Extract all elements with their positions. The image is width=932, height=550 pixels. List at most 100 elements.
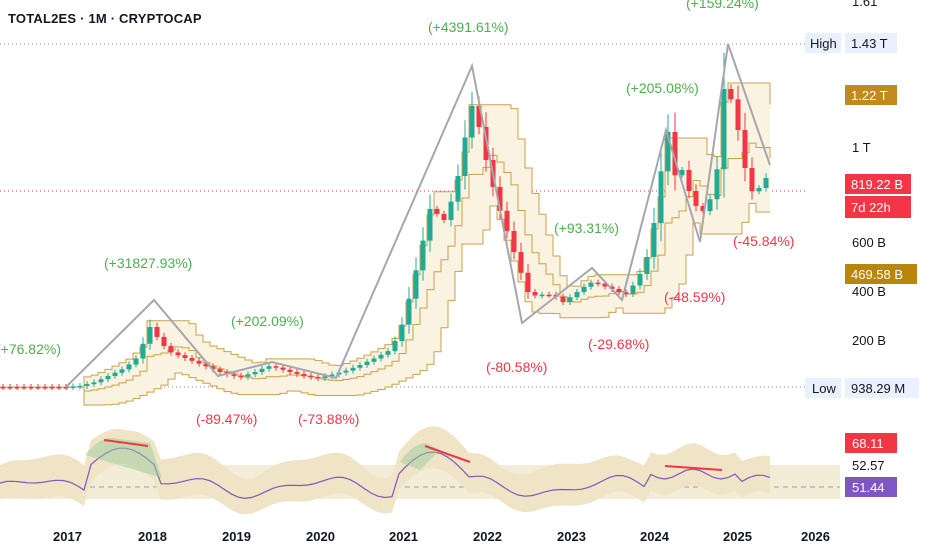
candle-body	[238, 375, 244, 378]
countdown: 7d 22h	[851, 200, 891, 215]
x-tick-label: 2026	[801, 529, 830, 544]
candle-body	[623, 292, 629, 295]
last-price-bg	[845, 174, 911, 194]
candle-body	[357, 365, 363, 368]
candle-body	[728, 89, 734, 100]
candle-body	[385, 351, 391, 355]
low-label-bg	[805, 378, 841, 398]
y-axis: 1.61 1 T 600 B 400 B 200 B	[852, 0, 886, 348]
candle-body	[0, 387, 6, 389]
candle-body	[714, 169, 720, 200]
candle-body	[189, 358, 195, 361]
candle-body	[483, 127, 489, 160]
band-lower	[0, 202, 770, 406]
rsi-overbought-fill-2	[400, 443, 440, 470]
high-value-bg	[845, 33, 897, 53]
high-value: 1.43 T	[851, 36, 888, 51]
band-upper-value: 1.22 T	[851, 88, 888, 103]
band-middle	[0, 142, 771, 392]
swing-annotation: (+31827.93%)	[104, 255, 192, 271]
x-tick-label: 2017	[53, 529, 82, 544]
candle-body	[322, 376, 328, 379]
candle-body	[637, 274, 643, 286]
candle-body	[497, 186, 503, 211]
candle-body	[763, 178, 769, 188]
candle-body	[266, 366, 272, 369]
candle-body	[259, 368, 265, 372]
countdown-bg	[845, 196, 911, 218]
main-pane: (+4391.61%) (+159.24%) (+205.08%) (+31827.9…	[0, 0, 805, 427]
candle-body	[56, 387, 62, 389]
annotations: (+4391.61%) (+159.24%) (+205.08%) (+31827.9…	[0, 0, 794, 427]
candle-body	[735, 99, 741, 130]
price-labels[interactable]: High 1.43 T 1.22 T 819.22 B 7d 22h 469.5…	[805, 33, 919, 497]
candle-body	[392, 341, 398, 352]
candle-body	[7, 387, 13, 389]
candle-body	[616, 289, 622, 293]
candle-body	[742, 130, 748, 168]
candle-body	[455, 176, 461, 202]
candle-body	[315, 376, 321, 379]
zigzag-line	[65, 43, 771, 388]
x-tick-label: 2021	[389, 529, 418, 544]
candle-body	[371, 358, 377, 362]
x-axis: 2017 2018 2019 2020 2021 2022 2023 2024 2025 2026	[53, 529, 830, 544]
candle-body	[609, 286, 615, 289]
swing-annotation: (-80.58%)	[486, 359, 547, 375]
low-value-bg	[845, 378, 919, 398]
candle-body	[175, 352, 181, 356]
candle-body	[651, 223, 657, 257]
candle-body	[413, 270, 419, 299]
x-tick-label: 2024	[640, 529, 670, 544]
y-tick-label: 1.61	[852, 0, 877, 9]
candle-body	[217, 369, 223, 372]
candle-body	[434, 208, 440, 214]
chart-title: TOTAL2ES · 1M · CRYPTOCAP	[8, 11, 202, 26]
candle-body	[532, 292, 538, 296]
swing-annotation: (+159.24%)	[686, 0, 759, 11]
candle-body	[721, 89, 727, 170]
candle-body	[287, 369, 293, 372]
candle-body	[686, 170, 692, 191]
candle-body	[756, 188, 762, 192]
candle-body	[252, 372, 258, 375]
candle-body	[518, 252, 524, 273]
low-label: Low	[812, 381, 836, 396]
y-tick-label: 400 B	[852, 284, 886, 299]
swing-annotation: (-45.84%)	[733, 233, 794, 249]
candle-body	[749, 168, 755, 192]
candle-body	[329, 374, 335, 377]
candle-body	[21, 387, 27, 389]
swing-annotation: (-89.47%)	[196, 411, 257, 427]
candle-body	[595, 282, 601, 285]
candle-body	[644, 257, 650, 274]
candle-body	[196, 360, 202, 364]
high-label: High	[810, 36, 837, 51]
candle-body	[707, 199, 713, 211]
candle-body	[525, 272, 531, 293]
rsi-cloud	[0, 426, 770, 515]
candle-body	[700, 206, 706, 211]
rsi-pane	[0, 426, 840, 515]
candle-body	[28, 387, 34, 389]
candle-body	[98, 379, 104, 383]
candle-body	[182, 355, 188, 358]
x-tick-label: 2022	[473, 529, 502, 544]
candle-body	[504, 210, 510, 232]
x-tick-label: 2025	[723, 529, 752, 544]
swing-annotation: (+205.08%)	[626, 80, 699, 96]
candle-body	[588, 282, 594, 287]
band-lower-value-bg	[845, 264, 917, 284]
candle-body	[140, 343, 146, 359]
candle-body	[84, 384, 90, 386]
y-tick-label: 1 T	[852, 140, 871, 155]
rsi-value-3-bg	[845, 477, 897, 497]
candle-body	[294, 372, 300, 374]
x-tick-label: 2018	[138, 529, 167, 544]
candle-body	[91, 382, 97, 385]
candle-body	[35, 387, 41, 389]
candle-body	[133, 358, 139, 365]
candle-body	[161, 336, 167, 346]
band-upper-value-bg	[845, 85, 897, 105]
candle-body	[378, 354, 384, 359]
